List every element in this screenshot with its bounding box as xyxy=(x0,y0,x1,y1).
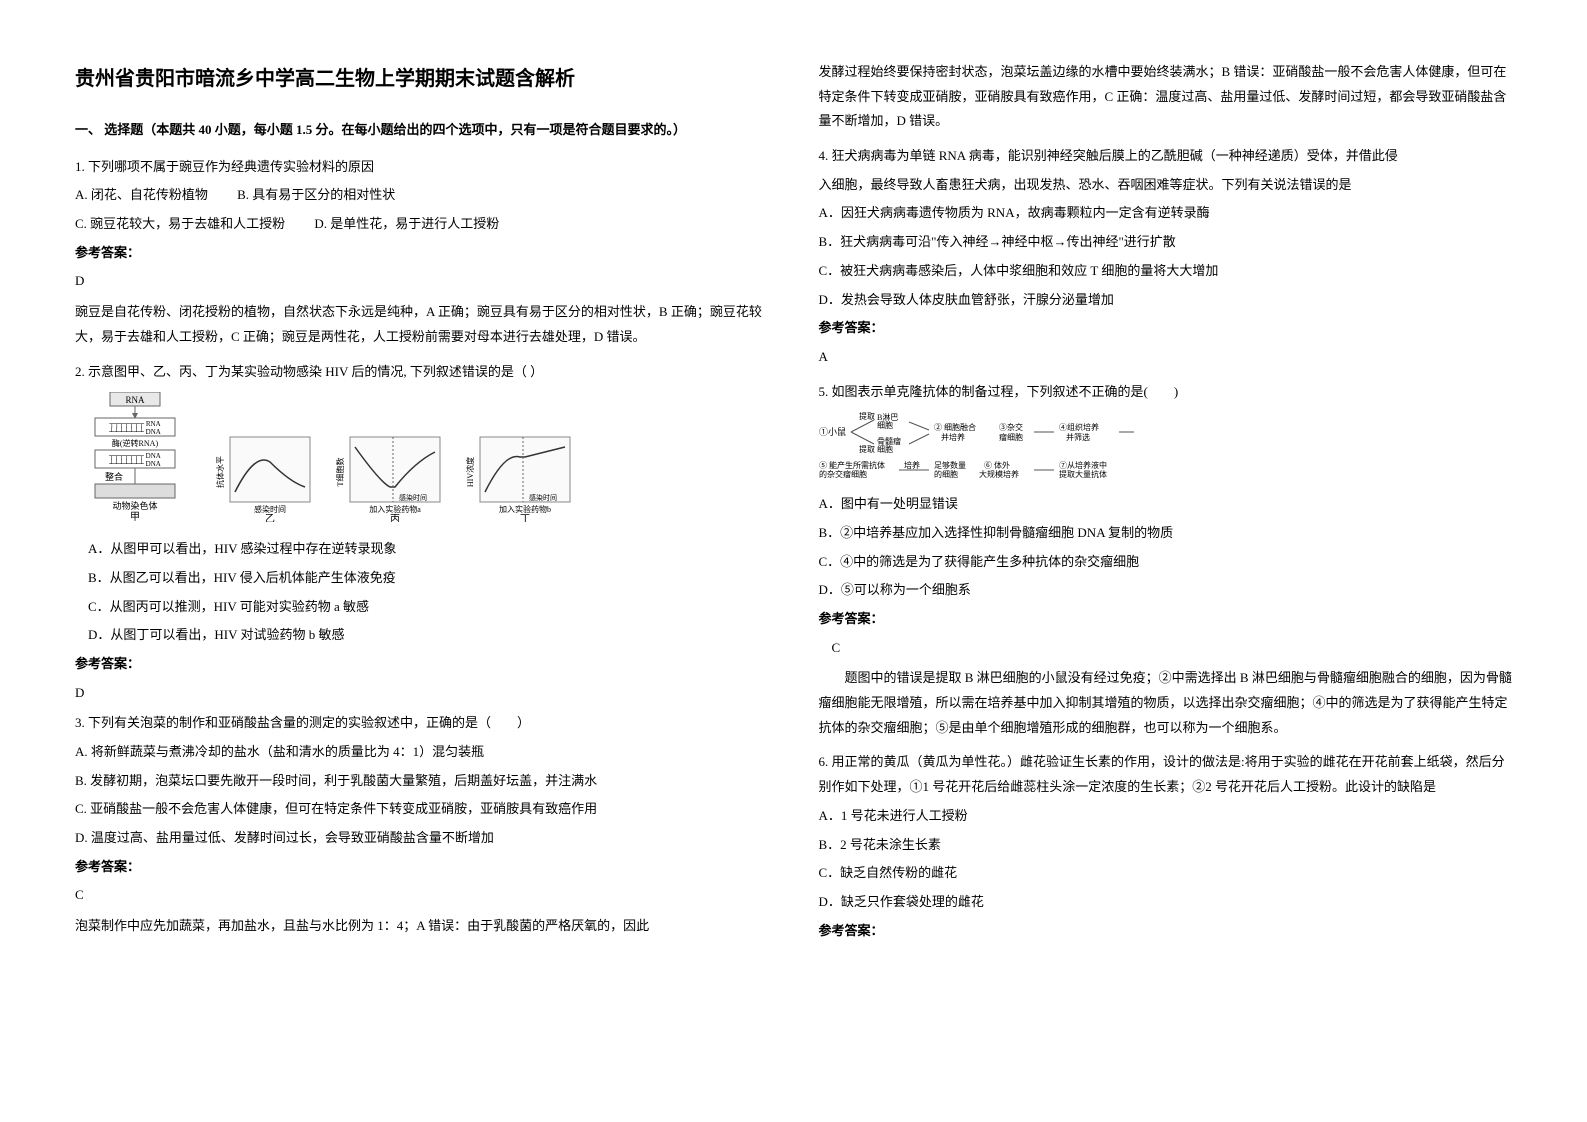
right-column: 发酵过程始终要保持密封状态，泡菜坛盖边缘的水槽中要始终装满水；B 错误：亚硝酸盐… xyxy=(794,60,1538,1062)
svg-text:培养: 培养 xyxy=(904,460,920,470)
svg-text:瘤细胞: 瘤细胞 xyxy=(999,432,1023,442)
q5-diagram: ①小鼠 提取 B淋巴 细胞 提取 骨髓瘤 细胞 ② 细胞融合 并培养 ③杂交 瘤… xyxy=(819,410,1513,486)
q5-explanation: 题图中的错误是提取 B 淋巴细胞的小鼠没有经过免疫；②中需选择出 B 淋巴细胞与… xyxy=(819,666,1513,740)
q2-optC: C．从图丙可以推测，HIV 可能对实验药物 a 敏感 xyxy=(75,595,769,620)
svg-text:细胞: 细胞 xyxy=(877,420,893,430)
q5-optA: A．图中有一处明显错误 xyxy=(819,492,1513,517)
q2-optA: A．从图甲可以看出，HIV 感染过程中存在逆转录现象 xyxy=(75,537,769,562)
q3-stem: 3. 下列有关泡菜的制作和亚硝酸盐含量的测定的实验叙述中，正确的是（ ） xyxy=(75,711,769,736)
svg-text:丁: 丁 xyxy=(520,514,530,522)
svg-text:加入实验药物b: 加入实验药物b xyxy=(499,504,551,514)
q1-options-row2: C. 豌豆花较大，易于去雄和人工授粉 D. 是单性花，易于进行人工授粉 xyxy=(75,212,769,237)
svg-text:感染时间: 感染时间 xyxy=(399,493,427,502)
svg-text:丙: 丙 xyxy=(390,514,400,522)
q3-optC: C. 亚硝酸盐一般不会危害人体健康，但可在特定条件下转变成亚硝胺，亚硝胺具有致癌… xyxy=(75,797,769,822)
q1-optA: A. 闭花、自花传粉植物 xyxy=(75,187,208,202)
q1-stem: 1. 下列哪项不属于豌豆作为经典遗传实验材料的原因 xyxy=(75,155,769,180)
q4-stem-p1: 4. 狂犬病病毒为单链 RNA 病毒，能识别神经突触后膜上的乙酰胆碱（一种神经递… xyxy=(819,144,1513,169)
q3-optA: A. 将新鲜蔬菜与煮沸冷却的盐水（盐和清水的质量比为 4：1）混匀装瓶 xyxy=(75,740,769,765)
q2-diagram-yi: 抗体水平 感染时间 乙 xyxy=(215,432,315,529)
q6-answer-label: 参考答案： xyxy=(819,919,1513,944)
q4-optB: B．狂犬病病毒可沿"传入神经→神经中枢→传出神经"进行扩散 xyxy=(819,230,1513,255)
q4-answer-label: 参考答案： xyxy=(819,316,1513,341)
svg-text:④组织培养: ④组织培养 xyxy=(1059,422,1099,432)
chromosome-label: 动物染色体 xyxy=(112,500,157,511)
q1-optC: C. 豌豆花较大，易于去雄和人工授粉 xyxy=(75,216,285,231)
integrate-label: 整合 xyxy=(105,471,123,482)
q5-optD: D．⑤可以称为一个细胞系 xyxy=(819,578,1513,603)
q2-diagram: RNA ┬┬┬┬┬┬┬ RNA ┴┴┴┴┴┴┴ DNA 酶(逆转RNA) ┬┬┬… xyxy=(75,392,769,529)
q2-diagram-jia: RNA ┬┬┬┬┬┬┬ RNA ┴┴┴┴┴┴┴ DNA 酶(逆转RNA) ┬┬┬… xyxy=(75,392,195,529)
svg-text:并培养: 并培养 xyxy=(941,432,965,442)
q4-optD: D．发热会导致人体皮肤血管舒张，汗腺分泌量增加 xyxy=(819,288,1513,313)
q2-stem: 2. 示意图甲、乙、丙、丁为某实验动物感染 HIV 后的情况, 下列叙述错误的是… xyxy=(75,360,769,385)
svg-text:提取: 提取 xyxy=(859,444,875,454)
svg-text:┬┬┬┬┬┬┬ DNA: ┬┬┬┬┬┬┬ DNA xyxy=(108,452,161,460)
q6-optD: D．缺乏只作套袋处理的雌花 xyxy=(819,890,1513,915)
q4-optA: A．因狂犬病病毒遗传物质为 RNA，故病毒颗粒内一定含有逆转录酶 xyxy=(819,201,1513,226)
q2-optB: B．从图乙可以看出，HIV 侵入后机体能产生体液免疫 xyxy=(75,566,769,591)
q2-answer: D xyxy=(75,681,769,706)
q4-answer: A xyxy=(819,345,1513,370)
rna-label: RNA xyxy=(125,395,145,405)
q6-optC: C．缺乏自然传粉的雌花 xyxy=(819,861,1513,886)
svg-text:T细胞数: T细胞数 xyxy=(335,458,345,487)
q1-optB: B. 具有易于区分的相对性状 xyxy=(237,187,395,202)
q1-answer: D xyxy=(75,269,769,294)
q4-optC: C．被狂犬病病毒感染后，人体中浆细胞和效应 T 细胞的量将大大增加 xyxy=(819,259,1513,284)
q3-answer-label: 参考答案： xyxy=(75,855,769,880)
svg-text:⑤ 能产生所需抗体: ⑤ 能产生所需抗体 xyxy=(819,460,885,470)
q2-answer-label: 参考答案： xyxy=(75,652,769,677)
svg-text:┴┴┴┴┴┴┴ DNA: ┴┴┴┴┴┴┴ DNA xyxy=(108,459,161,468)
q5-optB: B．②中培养基应加入选择性抑制骨髓瘤细胞 DNA 复制的物质 xyxy=(819,521,1513,546)
svg-text:HIV浓度: HIV浓度 xyxy=(465,457,475,487)
q6-optA: A．1 号花未进行人工授粉 xyxy=(819,804,1513,829)
svg-text:抗体水平: 抗体水平 xyxy=(215,456,225,488)
q2-diagram-ding: HIV浓度 感染时间 加入实验药物b 丁 xyxy=(465,432,575,529)
q5-answer: C xyxy=(819,636,1513,661)
q6-stem: 6. 用正常的黄瓜（黄瓜为单性花。）雌花验证生长素的作用，设计的做法是:将用于实… xyxy=(819,750,1513,799)
svg-text:提取大量抗体: 提取大量抗体 xyxy=(1059,469,1107,479)
q3-explanation-p1: 泡菜制作中应先加蔬菜，再加盐水，且盐与水比例为 1：4；A 错误：由于乳酸菌的严… xyxy=(75,914,769,939)
q2-optD: D．从图丁可以看出，HIV 对试验药物 b 敏感 xyxy=(75,623,769,648)
q1-explanation: 豌豆是自花传粉、闭花授粉的植物，自然状态下永远是纯种，A 正确；豌豆具有易于区分… xyxy=(75,300,769,349)
q1-optD: D. 是单性花，易于进行人工授粉 xyxy=(314,216,499,231)
svg-text:足够数量: 足够数量 xyxy=(934,460,966,470)
svg-text:② 细胞融合: ② 细胞融合 xyxy=(934,422,976,432)
svg-text:提取: 提取 xyxy=(859,411,875,421)
svg-text:大规模培养: 大规模培养 xyxy=(979,469,1019,479)
page-title: 贵州省贵阳市暗流乡中学高二生物上学期期末试题含解析 xyxy=(75,60,769,98)
q3-optD: D. 温度过高、盐用量过低、发酵时间过长，会导致亚硝酸盐含量不断增加 xyxy=(75,826,769,851)
q5-optC: C．④中的筛选是为了获得能产生多种抗体的杂交瘤细胞 xyxy=(819,550,1513,575)
svg-text:细胞: 细胞 xyxy=(877,444,893,454)
svg-text:感染时间: 感染时间 xyxy=(529,493,557,502)
q4-stem-p2: 入细胞，最终导致人畜患狂犬病，出现发热、恐水、吞咽困难等症状。下列有关说法错误的… xyxy=(819,173,1513,198)
q2-diagram-bing: T细胞数 感染时间 加入实验药物a 丙 xyxy=(335,432,445,529)
section-heading: 一、 选择题（本题共 40 小题，每小题 1.5 分。在每小题给出的四个选项中，… xyxy=(75,118,769,143)
svg-text:的杂交瘤细胞: 的杂交瘤细胞 xyxy=(819,469,867,479)
q5-stem: 5. 如图表示单克隆抗体的制备过程，下列叙述不正确的是( ) xyxy=(819,380,1513,405)
svg-text:⑥ 体外: ⑥ 体外 xyxy=(984,460,1010,470)
q1-options-row1: A. 闭花、自花传粉植物 B. 具有易于区分的相对性状 xyxy=(75,183,769,208)
q5-answer-label: 参考答案： xyxy=(819,607,1513,632)
q6-optB: B．2 号花未涂生长素 xyxy=(819,833,1513,858)
jia-label: 甲 xyxy=(130,512,140,522)
svg-text:加入实验药物a: 加入实验药物a xyxy=(369,504,421,514)
q3-answer: C xyxy=(75,883,769,908)
svg-text:┬┬┬┬┬┬┬ RNA: ┬┬┬┬┬┬┬ RNA xyxy=(108,420,160,428)
svg-text:的细胞: 的细胞 xyxy=(934,469,958,479)
svg-text:③杂交: ③杂交 xyxy=(999,422,1023,432)
svg-text:┴┴┴┴┴┴┴ DNA: ┴┴┴┴┴┴┴ DNA xyxy=(108,427,161,436)
q1-answer-label: 参考答案： xyxy=(75,241,769,266)
svg-text:乙: 乙 xyxy=(265,513,275,522)
left-column: 贵州省贵阳市暗流乡中学高二生物上学期期末试题含解析 一、 选择题（本题共 40 … xyxy=(50,60,794,1062)
svg-text:⑦从培养液中: ⑦从培养液中 xyxy=(1059,460,1107,470)
enzyme-label: 酶(逆转RNA) xyxy=(112,438,159,448)
svg-text:并筛选: 并筛选 xyxy=(1066,432,1090,442)
q3-optB: B. 发酵初期，泡菜坛口要先敞开一段时间，利于乳酸菌大量繁殖，后期盖好坛盖，并注… xyxy=(75,769,769,794)
q3-explanation-p2: 发酵过程始终要保持密封状态，泡菜坛盖边缘的水槽中要始终装满水；B 错误：亚硝酸盐… xyxy=(819,60,1513,134)
svg-text:感染时间: 感染时间 xyxy=(254,504,286,514)
svg-text:①小鼠: ①小鼠 xyxy=(819,426,846,437)
